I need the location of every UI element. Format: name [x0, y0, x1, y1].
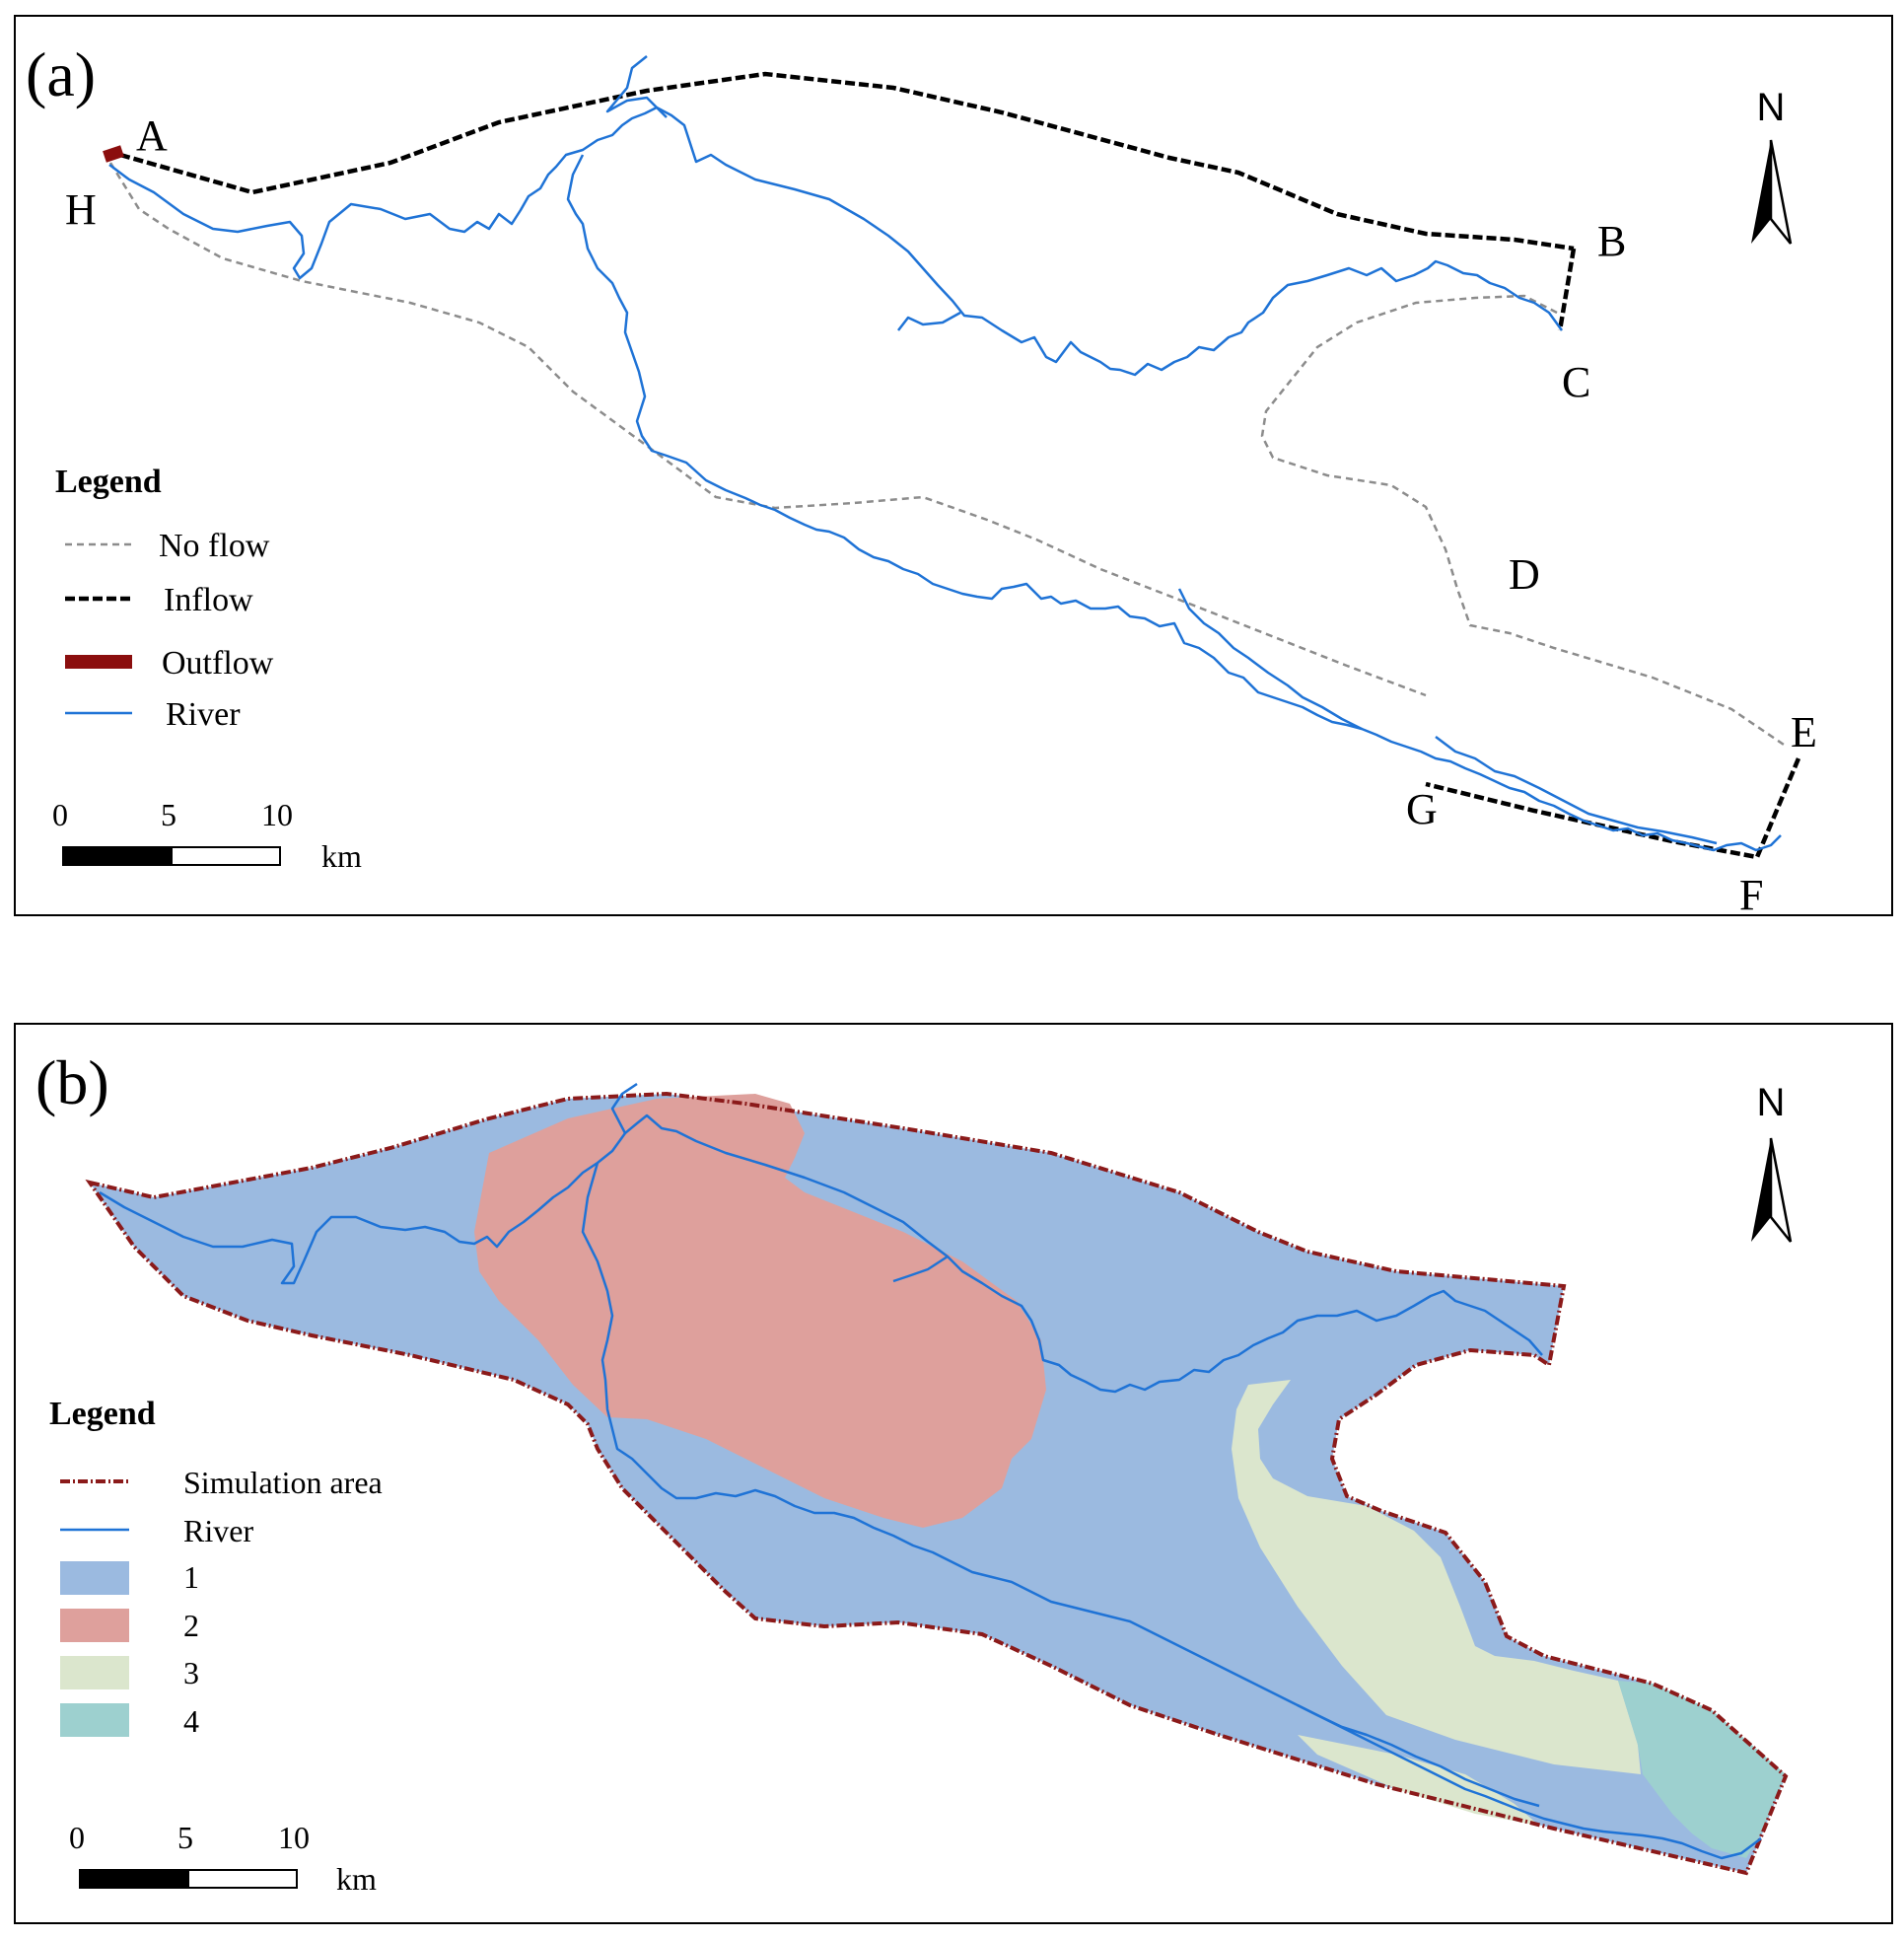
- north-arrow-icon: N: [1751, 86, 1793, 245]
- inflow-boundary-e-f-g: [1425, 757, 1801, 860]
- legend-label-river-b: River: [183, 1513, 253, 1548]
- point-label-c: C: [1562, 358, 1590, 406]
- river-network-b: [99, 1082, 1762, 1860]
- legend-label-zone-3: 3: [183, 1655, 199, 1690]
- zone-3-area: [1232, 1380, 1641, 1774]
- no-flow-boundary-east: [1260, 294, 1788, 749]
- map-panel-b: (b) N Legend Simulation area River 1 2 3…: [14, 1023, 1893, 1924]
- scale-tick-0-b: 0: [69, 1820, 85, 1855]
- map-panel-a: A H B C D E F G (a) N Legend No flow Inf…: [14, 15, 1893, 918]
- zone-2-area: [474, 1094, 1046, 1528]
- legend-label-zone-2: 2: [183, 1608, 199, 1643]
- north-label-b: N: [1757, 1081, 1786, 1124]
- north-arrow-icon: N: [1751, 1081, 1793, 1243]
- point-label-d: D: [1509, 550, 1540, 599]
- inflow-boundary-a-b: [119, 71, 1575, 251]
- scale-unit: km: [321, 838, 362, 874]
- legend-a: Legend No flow Inflow Outflow River: [55, 464, 274, 733]
- point-label-f: F: [1739, 871, 1763, 918]
- scale-tick-5: 5: [161, 797, 176, 832]
- scale-unit-b: km: [336, 1861, 377, 1897]
- zone-4-area: [1618, 1681, 1786, 1858]
- legend-label-zone-1: 1: [183, 1559, 199, 1595]
- legend-swatch-outflow: [65, 655, 132, 669]
- scale-tick-10-b: 10: [278, 1820, 310, 1855]
- point-label-h: H: [65, 185, 97, 234]
- legend-label-inflow: Inflow: [164, 582, 253, 618]
- legend-b: Legend Simulation area River 1 2 3 4: [49, 1396, 383, 1739]
- outflow-segment: [103, 145, 124, 163]
- simulation-area-boundary: [85, 1091, 1789, 1876]
- legend-title: Legend: [55, 464, 162, 500]
- panel-label-a: (a): [26, 39, 96, 109]
- scale-tick-5-b: 5: [177, 1820, 193, 1855]
- map-b-svg: (b) N Legend Simulation area River 1 2 3…: [35, 1047, 1793, 1897]
- point-label-e: E: [1791, 708, 1817, 756]
- legend-title-b: Legend: [49, 1396, 156, 1432]
- legend-label-outflow: Outflow: [162, 645, 274, 682]
- legend-swatch-zone-2: [60, 1609, 129, 1642]
- scale-bar-b: 0 5 10 km: [69, 1820, 377, 1897]
- zone-3-area-south: [1298, 1735, 1539, 1826]
- legend-swatch-zone-3: [60, 1656, 129, 1689]
- legend-label-zone-4: 4: [183, 1703, 199, 1739]
- inflow-boundary-b-c: [1557, 248, 1577, 331]
- legend-label-simulation-area: Simulation area: [183, 1465, 383, 1500]
- north-label: N: [1757, 86, 1786, 129]
- legend-label-no-flow: No flow: [159, 528, 270, 564]
- scale-tick-10: 10: [261, 797, 293, 832]
- river-network: [108, 55, 1782, 852]
- legend-label-river: River: [166, 696, 241, 733]
- panel-label-b: (b): [35, 1047, 109, 1117]
- legend-swatch-zone-1: [60, 1561, 129, 1595]
- point-label-b: B: [1597, 217, 1626, 265]
- no-flow-boundary-south: [108, 162, 1427, 697]
- point-label-g: G: [1406, 785, 1438, 833]
- point-label-a: A: [136, 111, 168, 160]
- scale-bar-a: 0 5 10 km: [52, 797, 362, 874]
- scale-tick-0: 0: [52, 797, 68, 832]
- map-a-svg: A H B C D E F G (a) N Legend No flow Inf…: [26, 39, 1817, 918]
- legend-swatch-zone-4: [60, 1703, 129, 1737]
